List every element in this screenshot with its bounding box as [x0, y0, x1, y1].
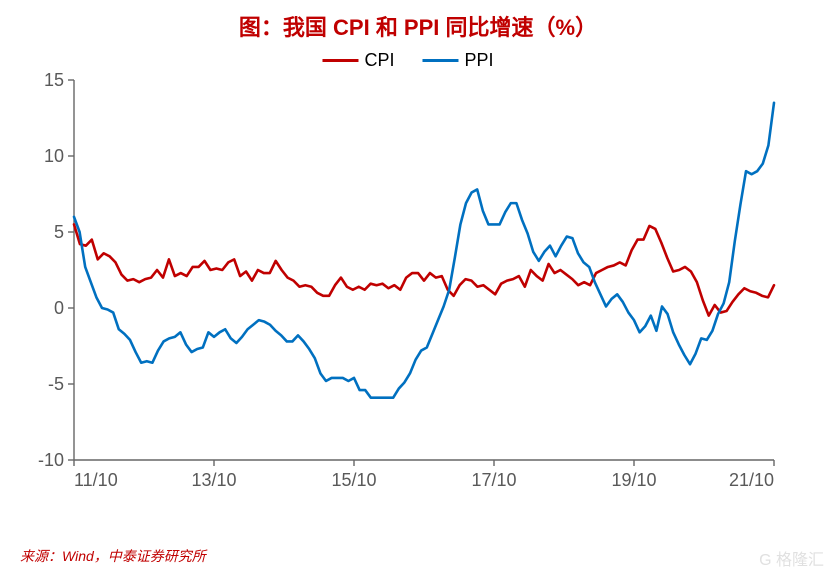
source-text: 来源：Wind，中泰证券研究所 [20, 546, 206, 566]
y-tick-label: 5 [54, 222, 64, 242]
legend-label: PPI [465, 50, 494, 71]
y-tick-label: -10 [38, 450, 64, 470]
x-tick-label: 11/10 [74, 470, 118, 490]
y-tick-label: -5 [48, 374, 64, 394]
watermark: G 格隆汇 [759, 546, 824, 570]
x-tick-label: 13/10 [191, 470, 236, 490]
legend-swatch [423, 59, 459, 62]
x-tick-label: 19/10 [611, 470, 656, 490]
chart-svg: -10 -5 0 5 10 15 11/10 13/10 15/10 17/10 19/10 21/1… [20, 50, 796, 500]
legend: CPI PPI [322, 50, 493, 71]
x-tick-label: 21/10 [729, 470, 774, 490]
series-line-cpi [74, 224, 774, 315]
chart-title: 图：我国 CPI 和 PPI 同比增速（%） [0, 0, 836, 42]
y-tick-label: 0 [54, 298, 64, 318]
legend-item-cpi: CPI [322, 50, 394, 71]
x-tick-label: 17/10 [471, 470, 516, 490]
x-tick-label: 15/10 [331, 470, 376, 490]
legend-swatch [322, 59, 358, 62]
legend-item-ppi: PPI [423, 50, 494, 71]
chart-container: -10 -5 0 5 10 15 11/10 13/10 15/10 17/10 19/10 21/1… [20, 50, 796, 500]
series-line-ppi [74, 103, 774, 398]
legend-label: CPI [364, 50, 394, 71]
y-tick-label: 10 [44, 146, 64, 166]
y-tick-label: 15 [44, 70, 64, 90]
